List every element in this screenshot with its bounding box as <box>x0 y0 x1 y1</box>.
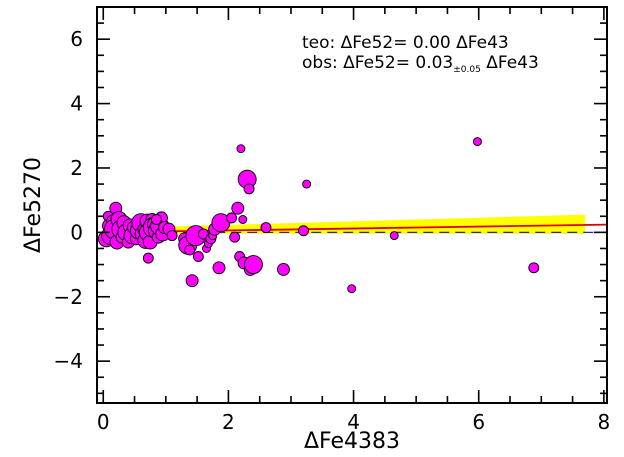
data-point-61 <box>243 183 255 195</box>
x-tick-label-4: 4 <box>347 410 360 434</box>
y-tick-label--4: −4 <box>54 349 83 373</box>
annotation-obs-uncertainty: ±0.05 <box>453 65 481 75</box>
annotation-teo: teo: ΔFe52= 0.00 ΔFe43 <box>302 33 509 53</box>
data-point-41 <box>184 244 196 256</box>
x-tick-label-0: 0 <box>97 410 110 434</box>
data-point-66 <box>298 225 309 237</box>
data-point-44 <box>192 251 204 262</box>
annotation-obs: obs: ΔFe52= 0.03±0.05 ΔFe43 <box>302 53 539 75</box>
data-point-51 <box>212 261 226 275</box>
annotation-obs-suffix: ΔFe43 <box>481 53 539 73</box>
data-point-67 <box>302 179 312 189</box>
data-point-65 <box>277 262 290 276</box>
plot-frame <box>96 6 608 404</box>
y-tick-label--2: −2 <box>54 285 83 309</box>
data-point-71 <box>528 262 540 274</box>
data-point-53 <box>226 212 237 224</box>
data-point-35 <box>142 252 154 264</box>
data-point-38 <box>166 230 178 242</box>
y-axis-label: ΔFe5270 <box>21 157 46 253</box>
x-tick-label-6: 6 <box>472 410 485 434</box>
data-point-64 <box>260 222 272 233</box>
y-tick-label-2: 2 <box>70 156 83 180</box>
x-tick-label-2: 2 <box>222 410 235 434</box>
data-point-69 <box>389 231 399 241</box>
data-point-58 <box>238 215 248 224</box>
x-tick-label-8: 8 <box>598 410 611 434</box>
data-point-36 <box>150 214 162 225</box>
data-point-57 <box>236 144 246 154</box>
data-point-63 <box>243 255 263 275</box>
data-point-68 <box>347 284 357 294</box>
axis-ticks-layer: 0 2 4 6 8 −4 −2 0 2 4 6 <box>54 6 611 434</box>
data-point-54 <box>229 231 241 243</box>
y-tick-label-4: 4 <box>70 92 83 116</box>
y-tick-label-6: 6 <box>70 27 83 51</box>
data-point-42 <box>185 274 199 288</box>
data-points-layer <box>97 137 540 294</box>
annotation-obs-prefix: obs: ΔFe52= 0.03 <box>302 53 453 73</box>
y-tick-label-0: 0 <box>70 220 83 244</box>
data-point-55 <box>231 201 245 215</box>
data-point-70 <box>473 137 482 147</box>
x-axis-label: ΔFe4383 <box>304 429 400 454</box>
